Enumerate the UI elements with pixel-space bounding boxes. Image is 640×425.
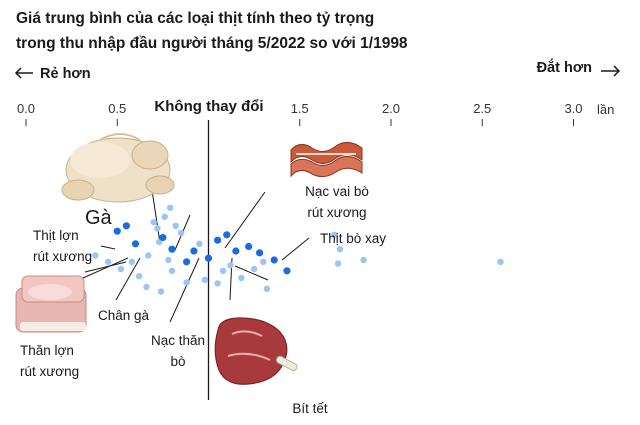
other-meat-point	[154, 225, 161, 232]
other-meat-point	[117, 265, 125, 273]
label-bit-tet: Bít tết	[292, 401, 328, 416]
label-thit-lon-1: Thịt lợn	[33, 228, 79, 243]
chicken-illustration	[61, 133, 175, 203]
chart-title-line-2: trong thu nhập đầu người tháng 5/2022 so…	[16, 35, 408, 52]
label-chan-ga: Chân gà	[98, 308, 150, 323]
other-meat-point	[260, 258, 267, 265]
other-meat-point	[135, 273, 143, 280]
label-ga: Gà	[85, 207, 113, 229]
leader-thit-lon	[100, 245, 116, 250]
leader-bo-xay	[281, 237, 310, 261]
leader-chan-ga-1	[115, 257, 141, 301]
highlighted-meat-point	[159, 233, 167, 242]
other-meat-point	[168, 267, 176, 274]
other-meat-point	[219, 267, 227, 274]
highlighted-meat-point	[204, 254, 213, 262]
other-meat-point	[263, 285, 271, 292]
highlighted-meat-point	[190, 247, 198, 255]
leader-ga	[151, 189, 161, 244]
leader-chan-ga-2	[84, 261, 127, 273]
other-meat-point	[172, 222, 179, 229]
other-meat-point	[161, 213, 168, 220]
other-meat-point	[336, 246, 344, 253]
other-meat-point	[128, 258, 136, 265]
highlighted-meat-point	[223, 231, 231, 239]
highlighted-meat-point	[256, 249, 264, 257]
label-than-lon-2: rút xương	[20, 364, 79, 379]
pricier-hint: Đắt hơn	[537, 58, 621, 77]
other-meat-point	[331, 231, 338, 238]
cheaper-hint: Rẻ hơn	[14, 66, 91, 82]
other-meat-point	[214, 280, 221, 287]
highlighted-meat-point	[283, 267, 291, 275]
right-arrowhead-icon	[613, 65, 621, 77]
highlighted-meat-point	[168, 245, 176, 253]
x-tick-label: 0.5	[108, 101, 126, 116]
other-meat-point	[201, 276, 209, 283]
x-axis-unit: lần	[597, 102, 614, 117]
leader-nac-vai	[224, 191, 266, 249]
highlighted-meat-point	[232, 247, 240, 255]
reference-line-label: Không thay đổi	[154, 98, 263, 115]
other-meat-point	[166, 204, 174, 211]
label-nac-vai-2: rút xương	[307, 205, 366, 220]
highlighted-meat-point	[122, 222, 130, 230]
highlighted-meat-point	[245, 242, 253, 251]
highlighted-meat-point	[131, 240, 140, 248]
other-meat-point	[104, 258, 112, 265]
cheaper-label: Rẻ hơn	[40, 66, 91, 82]
x-tick-label: 2.5	[473, 101, 491, 116]
other-meat-point	[238, 274, 245, 282]
other-meat-point	[177, 229, 185, 237]
other-meat-point	[145, 252, 152, 259]
other-meat-point	[250, 265, 258, 273]
other-meat-point	[196, 240, 203, 247]
label-nac-vai-1: Nạc vai bò	[305, 184, 369, 199]
label-bo-xay: Thịt bò xay	[320, 231, 386, 246]
other-meat-point	[334, 260, 342, 267]
other-meat-point	[150, 219, 157, 226]
x-axis: 0.0 0.5 1.5 2.0 2.5 3.0	[17, 101, 583, 126]
bacon-illustration	[290, 142, 363, 178]
pricier-label: Đắt hơn	[537, 58, 592, 76]
x-tick-label: 3.0	[564, 101, 582, 116]
label-nac-than-2: bò	[170, 354, 185, 369]
steak-illustration	[214, 317, 298, 385]
other-meat-point	[183, 279, 190, 286]
highlighted-meat-point	[113, 227, 121, 235]
other-meat-point	[227, 262, 234, 269]
other-meat-point	[360, 256, 367, 264]
left-arrowhead-icon	[14, 67, 22, 79]
highlighted-meat-point	[183, 258, 191, 266]
highlighted-meat-point	[270, 256, 278, 264]
other-meat-point	[165, 256, 172, 264]
other-meat-point	[157, 288, 165, 295]
chart-title-line-1: Giá trung bình của các loại thịt tính th…	[16, 10, 374, 27]
x-tick-label: 2.0	[382, 101, 400, 116]
other-meat-point	[92, 252, 99, 259]
x-tick-label: 1.5	[291, 101, 309, 116]
highlighted-meat-point	[214, 236, 222, 244]
label-nac-than-1: Nạc thăn	[151, 333, 205, 348]
other-meat-points	[92, 204, 504, 295]
other-meat-point	[143, 283, 150, 291]
leader-extra-2	[234, 265, 269, 281]
label-thit-lon-2: rút xương	[33, 249, 92, 264]
highlighted-meat-points	[113, 222, 291, 275]
label-than-lon-1: Thăn lợn	[20, 343, 74, 358]
leader-lines	[73, 189, 310, 323]
leader-nac-than	[169, 257, 200, 323]
x-tick-label: 0.0	[17, 101, 35, 116]
other-meat-point	[497, 258, 504, 265]
pork-loin-illustration	[15, 275, 87, 333]
